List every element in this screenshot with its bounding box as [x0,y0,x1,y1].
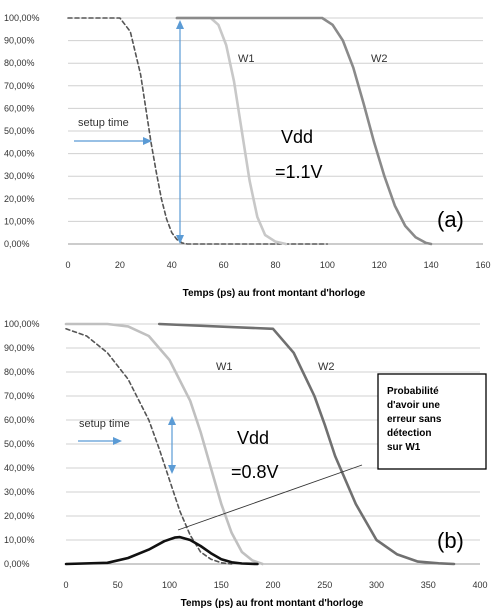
x-axis-label-b: Temps (ps) au front montant d'horloge [181,598,364,609]
y-tick-label: 100,00% [4,319,40,329]
y-tick-label: 40,00% [4,463,35,473]
x-tick-label: 350 [421,580,436,590]
y-tick-label: 60,00% [4,103,35,113]
x-tick-label: 250 [317,580,332,590]
vdd-label-a: Vdd [281,127,313,147]
x-tick-label: 100 [320,260,335,270]
x-tick-label: 150 [214,580,229,590]
y-tick-label: 20,00% [4,194,35,204]
x-tick-label: 400 [472,580,487,590]
annotation-box [377,373,487,470]
x-tick-label: 60 [219,260,229,270]
panel-label-a: (a) [437,207,464,232]
series-line-a-w1 [175,16,288,246]
x-tick-label: 20 [115,260,125,270]
y-tick-label: 0,00% [4,239,30,249]
x-tick-label: 50 [113,580,123,590]
x-tick-label: 100 [162,580,177,590]
x-tick-label: 200 [265,580,280,590]
y-tick-label: 50,00% [4,126,35,136]
y-tick-label: 90,00% [4,36,35,46]
vertical-arrowhead-bottom-a [176,235,184,244]
y-tick-label: 10,00% [4,535,35,545]
x-tick-labels-a: 0 20 40 60 80 100 120 140 160 [65,260,490,270]
annotation-line-4: détection [387,428,431,439]
annotation-line-2: d'avoir une [387,400,440,411]
y-tick-labels-a: 0,00% 10,00% 20,00% 30,00% 40,00% 50,00% 60,00… [4,13,40,249]
series-line-b-curve-3 [64,535,259,566]
panel-label-b: (b) [437,528,464,553]
w2-label-b: W2 [318,361,335,373]
w2-label-a: W2 [371,53,388,65]
y-tick-label: 90,00% [4,343,35,353]
setup-time-label-a: setup time [78,117,129,129]
vertical-arrowhead-top-b [168,416,176,425]
y-tick-label: 40,00% [4,149,35,159]
chart-b: 0,00% 10,00% 20,00% 30,00% 40,00% 50,00% 60,00… [4,319,488,609]
annotation-pointer-line [177,464,363,531]
series-lines-b [64,322,456,566]
x-tick-label: 300 [369,580,384,590]
y-tick-label: 70,00% [4,81,35,91]
annotation-line-3: erreur sans [387,414,442,425]
y-tick-label: 100,00% [4,13,40,23]
y-tick-label: 20,00% [4,511,35,521]
setup-time-label-b: setup time [79,418,130,430]
series-line-b-curve-0 [65,327,233,565]
x-tick-label: 140 [424,260,439,270]
vdd-value-a: =1.1V [275,162,323,182]
x-tick-label: 40 [167,260,177,270]
x-tick-label: 0 [65,260,70,270]
y-tick-label: 80,00% [4,58,35,68]
y-tick-labels-b: 0,00% 10,00% 20,00% 30,00% 40,00% 50,00% 60,00… [4,319,40,569]
y-tick-label: 10,00% [4,216,35,226]
series-lines-a [67,16,433,246]
grid-lines-a [68,17,483,245]
w1-label-a: W1 [238,53,255,65]
chart-a: 0,00% 10,00% 20,00% 30,00% 40,00% 50,00% 60,00… [4,13,491,299]
x-axis-label-a: Temps (ps) au front montant d'horloge [183,288,366,299]
y-tick-label: 30,00% [4,487,35,497]
y-tick-label: 50,00% [4,439,35,449]
y-tick-label: 70,00% [4,391,35,401]
x-tick-label: 80 [270,260,280,270]
y-tick-label: 0,00% [4,559,30,569]
y-tick-label: 80,00% [4,367,35,377]
vertical-arrowhead-top-a [176,20,184,29]
y-tick-label: 30,00% [4,171,35,181]
series-line-b-w2 [157,322,456,566]
annotation-line-5: sur W1 [387,442,421,453]
setup-arrowhead-a [143,137,152,145]
vdd-label-b: Vdd [237,428,269,448]
setup-arrowhead-b [113,437,122,445]
vdd-value-b: =0.8V [231,462,279,482]
series-line-b-w1 [64,322,264,566]
y-tick-label: 60,00% [4,415,35,425]
vertical-arrowhead-bottom-b [168,465,176,474]
series-line-a-w2 [175,16,433,246]
x-tick-labels-b: 0 50 100 150 200 250 300 350 400 [63,580,487,590]
x-tick-label: 0 [63,580,68,590]
x-tick-label: 160 [475,260,490,270]
w1-label-b: W1 [216,361,233,373]
annotation-line-1: Probabilité [387,386,439,397]
x-tick-label: 120 [372,260,387,270]
series-line-a-curve-0 [67,17,329,245]
